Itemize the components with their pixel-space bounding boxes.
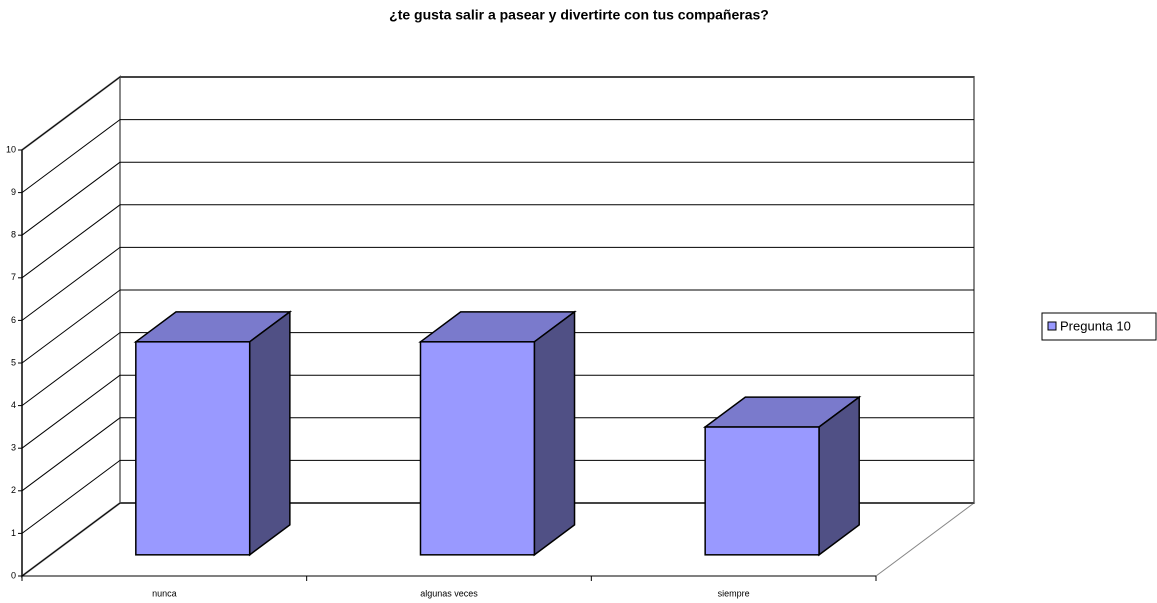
bar [135,341,251,556]
y-tick-label: 9 [11,187,16,197]
grid-line [21,119,121,194]
y-tick-label: 5 [11,357,16,367]
x-tick-label: siempre [718,588,750,598]
grid-line [21,502,121,577]
grid-line [21,374,121,449]
legend-box [1041,312,1157,341]
grid-line [21,417,121,492]
bar-side [533,310,576,557]
y-tick-label: 0 [11,570,16,580]
x-tick-label: nunca [152,588,177,598]
grid-line [21,161,121,236]
y-tick-label: 6 [11,315,16,325]
y-tick-label: 4 [11,400,16,410]
grid-line [21,332,121,407]
bar-side [248,310,291,557]
grid-line [21,459,121,534]
grid-line [21,289,121,364]
chart-title: ¿te gusta salir a pasear y divertirte co… [389,7,769,23]
legend-swatch [1047,321,1057,331]
grid-line [21,204,121,279]
y-tick-label: 3 [11,443,16,453]
bar [419,341,536,556]
y-tick-label: 8 [11,230,16,240]
legend-label: Pregunta 10 [1060,318,1131,333]
bar [704,426,820,556]
y-tick-label: 1 [11,528,16,538]
y-tick-label: 10 [6,144,16,154]
y-tick-label: 7 [11,272,16,282]
x-tick-label: algunas veces [420,588,478,598]
grid-line [21,76,121,151]
grid-line [21,246,121,321]
y-tick-label: 2 [11,485,16,495]
